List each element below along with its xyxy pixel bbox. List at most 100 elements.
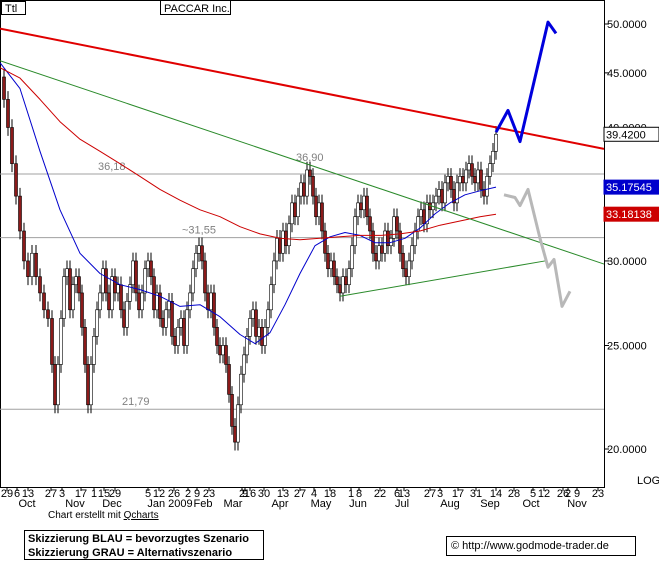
candle-body (131, 260, 135, 286)
x-tick-label: 2 (239, 488, 245, 500)
candle-body (149, 260, 153, 277)
candle-body (329, 260, 333, 270)
level-label: 36,18 (98, 161, 126, 173)
level-label: ~31,55 (182, 225, 216, 237)
candle-body (332, 260, 336, 277)
source-box: © http://www.godmode-trader.de (446, 536, 636, 556)
ma-red-line (0, 67, 497, 241)
candle-body (179, 318, 183, 328)
candle-body (86, 364, 90, 406)
candle-body (125, 300, 129, 328)
price-badge (603, 206, 659, 222)
candle-body (209, 292, 213, 311)
candle-body (491, 150, 495, 164)
candle-body (122, 309, 126, 328)
x-tick-label: 9 (242, 488, 248, 500)
scenario-legend: Skizzierung BLAU = bevorzugtes Szenario … (24, 530, 264, 560)
candle-body (224, 345, 228, 365)
x-month-label: May (311, 498, 332, 510)
x-tick-label: 6 (14, 488, 20, 500)
x-tick-label: 5 (530, 488, 536, 500)
candle-body (299, 182, 303, 197)
candle-body (191, 268, 195, 294)
candle-body (449, 176, 453, 190)
candle-body (335, 276, 339, 286)
candle-body (290, 202, 294, 225)
candle-body (146, 260, 150, 270)
price-badge (603, 126, 659, 142)
candle-body (218, 345, 222, 356)
candle-body (485, 176, 489, 197)
level-label: 36,90 (296, 152, 324, 164)
candle-body (461, 176, 465, 184)
candle-body (176, 327, 180, 346)
symbol-box (1, 1, 26, 15)
candle-body (188, 292, 192, 311)
candle-body (404, 268, 408, 277)
candle-body (62, 276, 66, 319)
x-tick-label: 3 (59, 488, 65, 500)
candle-body (197, 245, 201, 254)
x-month-label: Oct (18, 498, 35, 510)
candle-body (95, 309, 99, 337)
x-tick-label: 4 (311, 488, 317, 500)
candle-body (425, 202, 429, 225)
x-tick-label: 23 (592, 488, 604, 500)
candle-body (326, 252, 330, 270)
candle-body (6, 99, 10, 128)
candle-body (437, 189, 441, 197)
candle-body (74, 276, 78, 286)
candle-body (164, 309, 168, 328)
x-tick-label: 8 (356, 488, 362, 500)
candle-body (77, 276, 81, 294)
candle-body (239, 373, 243, 406)
candle-body (410, 245, 414, 262)
x-tick-label: 9 (574, 488, 580, 500)
y-tick-label: 25.0000 (607, 341, 647, 353)
candle-body (473, 176, 477, 184)
candle-body (359, 202, 363, 211)
scenario-grau-path (503, 187, 572, 308)
candle-body (119, 284, 123, 311)
candle-body (455, 182, 459, 204)
candle-body (34, 252, 38, 277)
candle-body (257, 327, 261, 337)
x-tick-label: 16 (244, 488, 256, 500)
candle-body (308, 169, 312, 177)
candle-body (140, 292, 144, 311)
candle-body (173, 336, 177, 346)
x-month-label: Jun (349, 498, 367, 510)
candle-body (242, 354, 246, 375)
x-month-label: Apr (271, 498, 288, 510)
candle-body (167, 300, 171, 311)
source-link[interactable]: http://www.godmode-trader.de (462, 540, 609, 552)
candle-body (296, 195, 300, 218)
candle-body (143, 268, 147, 294)
x-tick-label: 29 (1, 488, 13, 500)
candle-body (464, 169, 468, 184)
candle-body (353, 216, 357, 247)
candle-body (14, 163, 18, 197)
price-badge-label: 33.18138 (606, 209, 652, 221)
candle-body (419, 209, 423, 218)
x-tick-label: 17 (452, 488, 464, 500)
candle-body (92, 336, 96, 365)
y-tick-label: 50.0000 (607, 19, 647, 31)
x-month-label: Nov (65, 498, 85, 510)
candle-body (182, 318, 186, 346)
candle-body (22, 230, 26, 262)
candle-body (236, 404, 240, 443)
price-badge (603, 179, 659, 195)
qcharts-link[interactable]: Qcharts (123, 510, 159, 521)
x-tick-label: 2 (185, 488, 191, 500)
candle-body (230, 394, 234, 427)
x-tick-label: 18 (324, 488, 336, 500)
candle-body (272, 260, 276, 286)
candle-body (215, 327, 219, 346)
y-tick-label: 30.0000 (607, 256, 647, 268)
candle-body (107, 292, 111, 311)
candle-body (254, 309, 258, 337)
candle-body (386, 230, 390, 247)
candle-body (365, 195, 369, 218)
